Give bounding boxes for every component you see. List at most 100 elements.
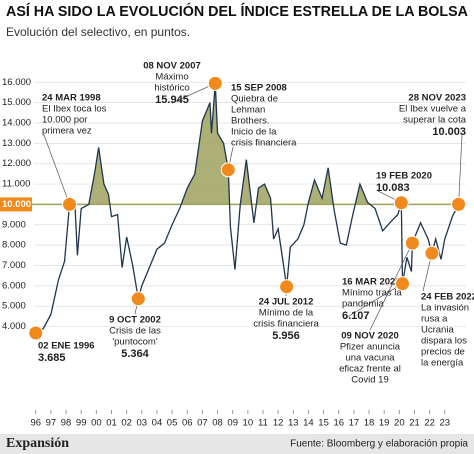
annotation-date: 16 MAR 2020 [342,277,401,288]
annotation-text: pandemia [342,299,384,310]
annotation-text: Pfizer anuncia [340,342,401,353]
annotation-text: crisis financiera [231,138,297,149]
y-tick-label: 9.000 [2,219,26,230]
annotation-marker [207,75,223,91]
annotation-text: 'puntocom' [112,337,158,348]
x-tick-label: 01 [106,418,117,429]
y-tick-label: 16.000 [2,77,31,88]
x-tick-label: 15 [318,418,329,429]
annotation-text: Covid 19 [351,375,389,386]
y-tick-label: 5.000 [2,301,26,312]
annotation-date: 19 FEB 2020 [376,171,432,182]
x-tick-label: 14 [303,418,314,429]
annotation-date: 09 NOV 2020 [341,331,399,342]
x-tick-label: 03 [137,418,148,429]
x-tick-label: 06 [182,418,193,429]
x-tick-label: 08 [212,418,223,429]
annotation-marker [451,196,467,212]
annotation-value: 5.956 [272,330,300,342]
annotation-value: 10.003 [432,126,466,138]
x-tick-label: 97 [46,418,57,429]
x-tick-label: 23 [440,418,451,429]
annotation-text: 10.000 por [42,115,87,126]
annotation-marker [279,279,295,295]
annotation-text: Lehman [231,105,265,116]
annotation-text: crisis financiera [253,319,319,330]
annotation-text: Ucrania [421,325,454,336]
annotation-text: Quiebra de [231,94,278,105]
annotation-value: 3.685 [38,352,66,364]
y-tick-label: 14.000 [2,118,31,129]
annotation-text: una vacuna [345,353,395,364]
annotation-date: 24 FEB 2022 [421,292,474,303]
annotation-value: 10.083 [376,182,410,194]
brand: Expansión [6,436,69,451]
annotation-marker [404,235,420,251]
annotation-marker [393,195,409,211]
annotation-date: 9 OCT 2002 [109,315,161,326]
annotation-date: 08 NOV 2007 [143,61,201,72]
annotation-text: El Ibex toca los [42,104,107,115]
y-tick-label: 11.000 [2,179,30,190]
annotation-text: Mínimo de la [259,308,314,319]
y-tick-label: 10.000 [2,199,31,210]
x-tick-label: 20 [394,418,405,429]
annotation-marker [395,276,411,292]
annotation-marker [130,291,146,307]
annotation-text: El Ibex vuelve a [399,104,467,115]
y-tick-label: 8.000 [2,240,26,251]
annotation-date: 24 MAR 1998 [42,93,101,104]
annotation-text: superar la cota [403,115,467,126]
x-tick-label: 00 [91,418,102,429]
x-tick-label: 09 [227,418,238,429]
footer-band [0,434,474,454]
leader-line [369,242,413,331]
annotation-date: 24 JUL 2012 [259,297,314,308]
chart-subtitle: Evolución del selectivo, en puntos. [6,25,190,39]
x-tick-label: 22 [424,418,435,429]
series-line [35,83,460,334]
annotation-text: la energía [421,358,464,369]
source: Fuente: Bloomberg y elaboración propia [290,439,468,450]
x-tick-label: 21 [409,418,420,429]
y-tick-label: 13.000 [2,138,31,149]
annotation-text: precios de [421,347,465,358]
y-tick-label: 12.000 [2,158,31,169]
y-tick-label: 4.000 [2,321,26,332]
x-tick-label: 05 [167,418,178,429]
x-tick-label: 16 [333,418,344,429]
annotation-marker [220,162,236,178]
x-tick-label: 17 [349,418,360,429]
threshold-box [0,197,32,212]
annotation-text: primera vez [42,126,92,137]
x-tick-label: 12 [273,418,284,429]
annotation-text: Crisis de las [109,326,161,337]
annotation-text: Máximo [155,72,188,83]
x-tick-label: 18 [364,418,375,429]
y-tick-label: 7.000 [2,260,26,271]
annotation-text: histórico [154,83,189,94]
leader-line [458,134,463,205]
y-tick-label: 15.000 [2,97,31,108]
leader-line [343,283,403,320]
annotation-date: 15 SEP 2008 [231,83,287,94]
x-tick-label: 10 [243,418,254,429]
annotation-text: Inicio de la [231,127,277,138]
x-tick-label: 13 [288,418,299,429]
annotation-date: 28 NOV 2023 [408,93,466,104]
x-tick-label: 11 [258,418,268,429]
annotation-value: 15.945 [155,94,189,106]
annotation-value: 6.107 [342,310,370,322]
y-tick-label: 6.000 [2,280,26,291]
x-tick-label: 04 [152,418,163,429]
annotation-date: 02 ENE 1996 [38,341,95,352]
x-tick-label: 02 [121,418,132,429]
leader-line [171,83,216,104]
annotation-text: rusa a [421,314,448,325]
annotation-text: dispara los [421,336,467,347]
x-tick-label: 07 [197,418,208,429]
annotation-text: La invasión [421,303,469,314]
annotation-marker [28,325,44,341]
